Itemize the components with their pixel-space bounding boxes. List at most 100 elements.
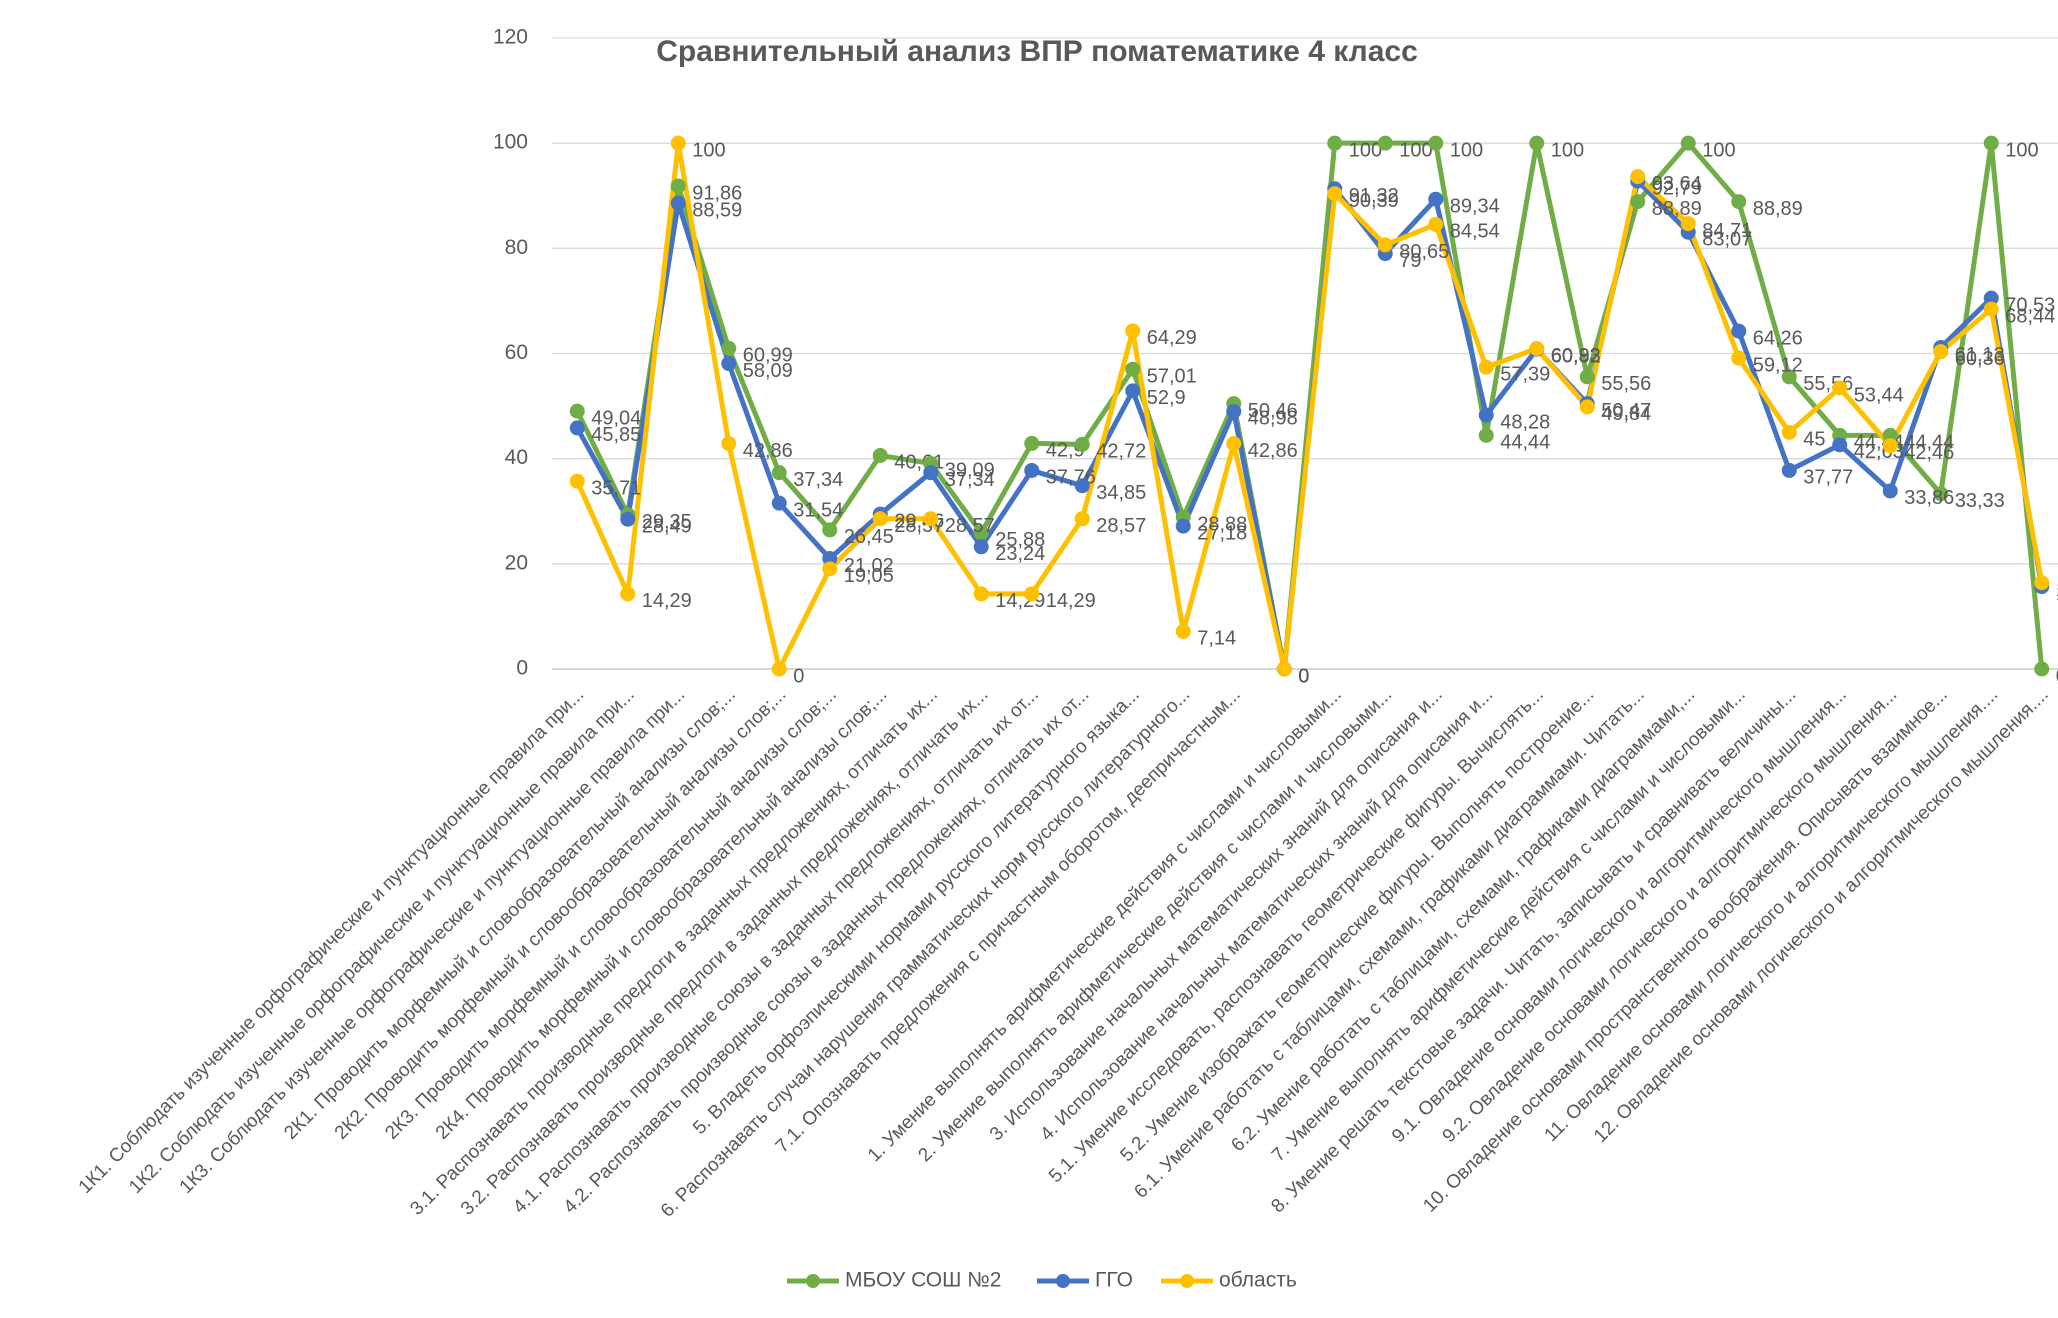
data-point [1882,483,1898,499]
data-label: 100 [2005,139,2038,161]
chart-title: Сравнительный анализ ВПР поматематике 4 … [656,35,1418,68]
data-label: 92,79 [1652,177,1702,199]
y-tick-label: 40 [505,446,528,469]
data-label: 100 [1551,139,1584,161]
data-point [1781,462,1797,478]
data-label: 48,98 [1248,408,1298,430]
data-label: 49,84 [1601,403,1651,425]
data-label: 33,33 [1955,490,2005,512]
data-label: 61,13 [1955,344,2005,366]
data-label: 14,29 [642,590,692,612]
data-label: 90,39 [1349,190,1399,212]
data-label: 28,57 [1096,515,1146,537]
data-label: 42,46 [1904,442,1954,464]
data-point [1074,478,1090,494]
data-label: 93,64 [1652,173,1702,195]
data-point [1781,424,1797,440]
data-point [721,436,737,452]
data-label: 89,34 [1450,196,1500,218]
data-label: 60,82 [1551,345,1601,367]
data-label: 59,12 [1753,354,1803,376]
data-point [923,511,939,527]
data-point [771,465,787,481]
data-point [1074,436,1090,452]
data-label: 42,86 [743,440,793,462]
data-point [771,495,787,511]
data-point [1327,135,1343,151]
data-point [1983,135,1999,151]
data-point [1680,135,1696,151]
data-label: 100 [1450,139,1483,161]
data-point [1933,486,1949,502]
data-label: 14,29 [1046,590,1096,612]
data-point [872,511,888,527]
data-point [1428,135,1444,151]
data-point [1882,438,1898,454]
data-point [1983,301,1999,317]
data-point [1680,216,1696,232]
data-point [1478,359,1494,375]
data-point [1478,407,1494,423]
data-label: 19,05 [844,565,894,587]
data-point [1731,194,1747,210]
data-label: 31,54 [793,499,843,521]
data-point [1731,323,1747,339]
data-point [822,561,838,577]
data-point [2034,575,2050,591]
legend-label: ГГО [1095,1269,1133,1292]
x-tick-label: 4.2. Распознавать производные союзы в за… [560,684,1094,1218]
data-label: 26,45 [844,526,894,548]
data-point [1327,186,1343,202]
data-point [1630,194,1646,210]
data-point [2034,661,2050,677]
data-label: 29,35 [642,511,692,533]
data-label: 60,93 [1551,345,1601,367]
legend-marker [1056,1274,1070,1288]
data-label: 0 [1298,665,1309,687]
data-label: 35,71 [591,478,641,500]
data-point [1579,399,1595,415]
data-label: 68,44 [2005,305,2055,327]
data-point [1933,344,1949,360]
data-label: 100 [692,139,725,161]
data-point [822,522,838,538]
data-label: 23,24 [995,543,1045,565]
data-label: 28,57 [945,515,995,537]
data-point [771,661,787,677]
data-label: 33,86 [1904,487,1954,509]
data-point [620,586,636,602]
data-label: 16,41 [2056,579,2058,601]
data-point [1175,623,1191,639]
data-label: 58,09 [743,360,793,382]
data-label: 25,88 [995,529,1045,551]
data-point [1024,435,1040,451]
data-label: 0 [793,665,804,687]
legend-marker [806,1274,820,1288]
data-label: 55,56 [1601,373,1651,395]
data-label: 37,34 [945,469,995,491]
y-tick-label: 0 [516,657,528,680]
data-point [1478,427,1494,443]
data-point [1377,237,1393,253]
data-label: 84,71 [1702,220,1752,242]
data-point [1529,135,1545,151]
data-point [1125,361,1141,377]
data-label: 28,88 [1197,513,1247,535]
data-label: 44,44 [1500,432,1550,454]
x-tick-label: 7. Умение выполнять арифметические дейст… [1268,684,1750,1166]
data-label: 53,44 [1854,384,1904,406]
data-point [1226,436,1242,452]
legend-label: область [1219,1269,1297,1292]
data-point [1832,380,1848,396]
data-point [670,135,686,151]
data-label: 50,46 [1248,400,1298,422]
data-label: 100 [1349,139,1382,161]
y-tick-label: 60 [505,341,528,364]
data-label: 7,14 [1197,628,1236,650]
data-point [569,473,585,489]
data-point [1630,169,1646,185]
data-label: 50,47 [1601,400,1651,422]
data-point [1781,369,1797,385]
data-point [1428,216,1444,232]
